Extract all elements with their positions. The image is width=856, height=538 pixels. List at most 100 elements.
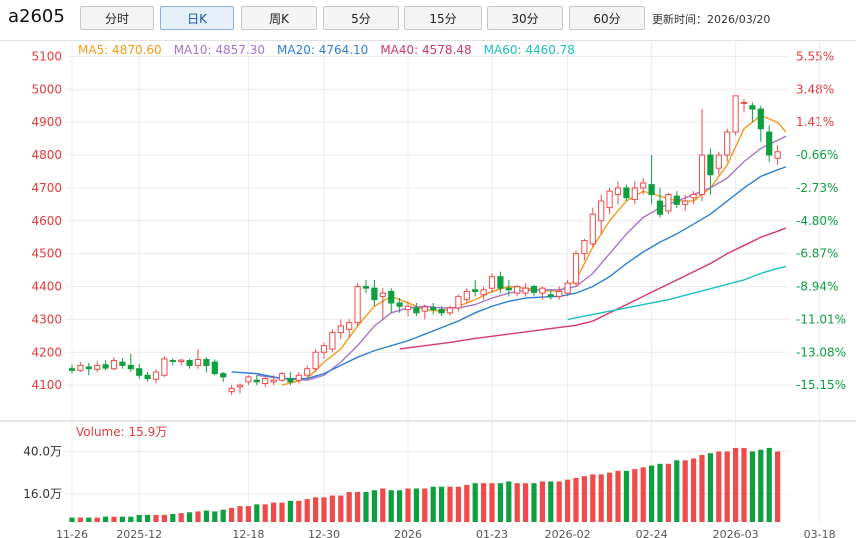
candle-body <box>438 309 445 314</box>
candle-body <box>530 286 538 293</box>
volume-bar <box>422 488 428 522</box>
candle-body <box>572 253 580 284</box>
candle-body <box>715 154 722 169</box>
candle-body <box>379 292 386 297</box>
volume-bar <box>615 470 621 522</box>
candle-body <box>757 108 764 130</box>
updated-time: 更新时间：2026/03/20 <box>652 13 771 26</box>
legend-item: MA5: 4870.60 <box>78 43 162 57</box>
candle-body <box>682 200 689 205</box>
period-button-5min[interactable]: 5分 <box>323 6 399 30</box>
volume-bar <box>514 483 520 522</box>
volume-bar <box>178 513 184 522</box>
volume-bar <box>296 500 302 522</box>
x-tick-label: 12-30 <box>308 528 340 538</box>
y-tick-label-right: -13.08% <box>796 345 846 359</box>
volume-bar <box>262 504 268 522</box>
volume-bar <box>161 514 168 522</box>
x-tick-label: 03-18 <box>804 528 836 538</box>
y-tick-label-right: 1.41% <box>796 115 834 129</box>
period-button-daily[interactable]: 日K <box>160 6 234 30</box>
volume-bar <box>254 504 260 522</box>
candle-body <box>186 359 193 366</box>
candle-body <box>732 95 739 133</box>
candle-body <box>472 289 479 292</box>
candle-body <box>606 190 613 209</box>
candle-body <box>203 358 210 366</box>
volume-bar <box>128 516 134 522</box>
volume-bar <box>539 481 546 522</box>
volume-bar <box>674 460 680 522</box>
volume-bar <box>489 483 495 522</box>
volume-bar <box>774 451 781 522</box>
legend-item: MA60: 4460.78 <box>484 43 575 57</box>
volume-bar <box>690 458 697 522</box>
candle-body <box>194 358 202 366</box>
candle-body <box>287 378 294 383</box>
candle-body <box>404 305 412 311</box>
ma-line-ma20 <box>231 166 787 380</box>
volume-bar <box>354 492 361 522</box>
candle-body <box>388 290 395 304</box>
volume-bar <box>153 514 159 522</box>
period-button-intraday[interactable]: 分时 <box>80 6 154 30</box>
candle-body <box>522 287 529 294</box>
volume-bar <box>640 467 646 522</box>
candle-body <box>766 131 773 156</box>
volume-bar <box>606 472 613 522</box>
period-button-15min[interactable]: 15分 <box>404 6 482 30</box>
volume-bar <box>749 451 756 522</box>
candle-body <box>724 131 731 156</box>
volume-bar <box>598 474 604 522</box>
volume-bar <box>707 453 714 522</box>
volume-bar <box>77 517 84 522</box>
kline-chart: 5100 5.55% 5000 3.48% 4900 1.41% 4800 -0.66% 470… <box>0 40 856 538</box>
volume-bar <box>522 483 529 522</box>
volume-bar <box>312 497 319 522</box>
volume-bar <box>732 447 739 522</box>
x-tick-label: 2026-03 <box>713 528 759 538</box>
y-tick-label-left: 4800 <box>31 148 62 162</box>
candle-body <box>623 187 630 199</box>
candle-body <box>690 193 697 199</box>
legend-item: MA20: 4764.10 <box>277 43 368 57</box>
volume-bar <box>212 511 218 522</box>
volume-bar <box>632 469 638 522</box>
volume-bar <box>590 474 596 522</box>
candle-body <box>220 373 227 378</box>
volume-bar <box>438 486 445 522</box>
candle-body <box>396 302 403 307</box>
period-button-weekly[interactable]: 周K <box>241 6 317 30</box>
candle-body <box>631 187 638 200</box>
candle-body <box>774 151 781 159</box>
candle-body <box>505 287 512 291</box>
y-tick-label-right: -8.94% <box>796 280 838 294</box>
volume-bar <box>581 476 588 522</box>
candle-body <box>127 364 134 370</box>
y-tick-label-right: -0.66% <box>796 148 838 162</box>
y-tick-label-left: 5000 <box>31 82 62 96</box>
y-tick-label-right: -11.01% <box>796 312 846 326</box>
volume-bar <box>237 506 243 522</box>
period-button-60min[interactable]: 60分 <box>569 6 645 30</box>
candle-body <box>152 371 160 380</box>
candle-body <box>102 364 109 369</box>
volume-bar <box>699 454 705 522</box>
volume-bar <box>371 490 378 522</box>
volume-bar <box>682 460 688 522</box>
volume-bar <box>497 483 504 522</box>
volume-bar <box>86 517 92 522</box>
y-tick-label-right: 3.48% <box>796 82 834 96</box>
candle-body <box>614 187 622 195</box>
volume-bar <box>548 481 554 522</box>
candle-body <box>94 364 101 370</box>
candle-body <box>673 195 680 205</box>
candle-body <box>581 240 588 255</box>
x-tick-label: 2026 <box>394 528 422 538</box>
volume-bar <box>447 486 453 522</box>
legend-item: MA10: 4857.30 <box>174 43 265 57</box>
volume-bar <box>111 516 117 522</box>
candle-body <box>211 361 218 375</box>
period-button-30min[interactable]: 30分 <box>487 6 563 30</box>
candle-body <box>262 378 269 384</box>
